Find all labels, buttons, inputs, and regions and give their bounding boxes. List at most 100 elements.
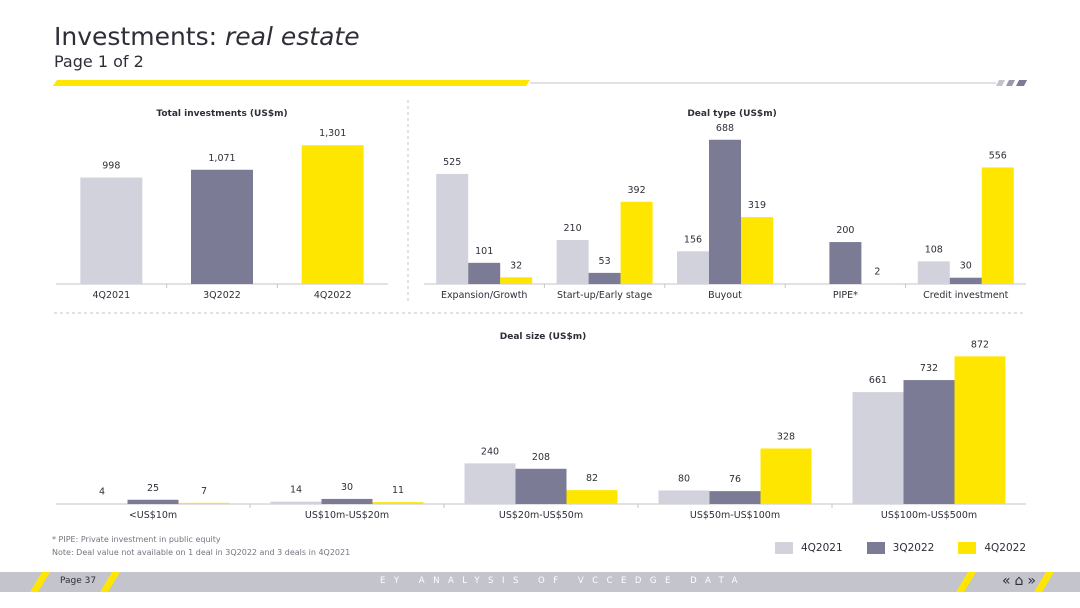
legend-label: 4Q2022	[984, 542, 1026, 554]
prev-page-icon[interactable]: «	[1001, 573, 1011, 589]
bar-4q2022	[500, 277, 533, 284]
bar-3q2022	[903, 380, 955, 504]
tick-label: Expansion/Growth	[441, 290, 528, 301]
title-emphasis: real estate	[225, 22, 360, 51]
legend-label: 3Q2022	[892, 542, 935, 554]
data-label: 392	[628, 185, 646, 196]
data-label: 14	[290, 485, 302, 496]
bar-3q2022	[949, 277, 982, 284]
footer-slash-left-1	[30, 572, 50, 592]
header-rule	[53, 80, 1027, 86]
legend-item-4q2021: 4Q2021	[774, 542, 843, 554]
data-label: 2	[874, 266, 880, 277]
bar-4q2022	[760, 448, 812, 504]
chart-total-investments: Total investments (US$m) 998 4Q2021 1,071 3…	[56, 109, 388, 301]
tick-label: Start-up/Early stage	[557, 290, 652, 301]
data-label: 156	[684, 234, 702, 245]
data-label: 108	[925, 244, 943, 255]
bar-3q2022	[515, 468, 567, 504]
data-label: 200	[836, 225, 854, 236]
tick-label: US$10m-US$20m	[305, 510, 389, 521]
tick-label: 3Q2022	[203, 290, 241, 301]
header-accent-bar	[53, 80, 530, 86]
bar-3q2022	[709, 139, 741, 284]
tick-label: PIPE*	[833, 290, 858, 301]
bar-4q2021	[677, 251, 709, 284]
footer-slash-right-1	[956, 572, 976, 592]
data-label: 30	[960, 261, 972, 272]
tick-label: 4Q2021	[92, 290, 130, 301]
tick-label: US$50m-US$100m	[690, 510, 780, 521]
data-label: 1,301	[319, 128, 346, 139]
bar-3q2022	[829, 242, 862, 284]
bar-4q2021	[80, 177, 143, 284]
chart-total-title: Total investments (US$m)	[156, 109, 287, 119]
page-number: Page 37	[60, 576, 97, 586]
bar-4q2021	[917, 261, 950, 284]
data-label: 7	[201, 486, 207, 497]
data-label: 872	[971, 339, 989, 350]
legend-label: 4Q2021	[800, 542, 843, 554]
legend-swatch	[958, 542, 977, 554]
data-label: 76	[729, 474, 741, 485]
data-label: 1,071	[208, 153, 235, 164]
next-page-icon[interactable]: »	[1027, 573, 1036, 589]
data-label: 82	[586, 473, 598, 484]
data-label: 53	[599, 256, 611, 267]
bar-4q2022	[620, 201, 653, 284]
home-icon[interactable]: ⌂	[1014, 573, 1024, 589]
footer-bar: Page 37 EY ANALYSIS OF VCCEDGE DATA « ⌂ …	[0, 572, 1080, 592]
bar-4q2021	[436, 173, 469, 284]
tick-label: Buyout	[708, 290, 742, 301]
footer-slash-left-2	[100, 572, 120, 592]
header-slash-3	[1016, 80, 1027, 86]
data-label: 30	[341, 482, 353, 493]
chart-deal-size: Deal size (US$m) 4 25 7 <US$10m 14 30 11 US$10m…	[56, 332, 1026, 521]
data-label: 328	[777, 431, 795, 442]
data-label: 11	[392, 485, 404, 496]
bar-4q2021	[464, 463, 516, 504]
bar-4q2021	[270, 501, 322, 504]
bar-3q2022	[709, 491, 761, 504]
title-main: Investments:	[54, 22, 225, 51]
data-label: 661	[869, 375, 887, 386]
bar-4q2022	[566, 490, 618, 504]
data-label: 32	[510, 260, 522, 271]
footnote-pipe: * PIPE: Private investment in public equ…	[52, 535, 221, 544]
data-label: 998	[102, 161, 120, 172]
footnote-note: Note: Deal value not available on 1 deal…	[52, 548, 351, 557]
tick-label: Credit investment	[923, 290, 1009, 301]
bar-4q2022	[372, 502, 424, 504]
legend-swatch	[866, 542, 885, 554]
bar-4q2022	[301, 145, 364, 284]
bar-4q2022	[741, 217, 773, 284]
tick-label: US$100m-US$500m	[881, 510, 977, 521]
data-label: 240	[481, 446, 499, 457]
data-label: 80	[678, 473, 690, 484]
bar-3q2022	[321, 498, 373, 504]
data-label: 101	[475, 246, 493, 257]
data-label: 525	[443, 157, 461, 168]
legend-item-3q2022: 3Q2022	[866, 542, 935, 554]
data-label: 688	[716, 123, 734, 134]
data-label: 556	[989, 150, 1007, 161]
footer-slash-right-2	[1034, 572, 1054, 592]
bar-4q2021	[658, 490, 710, 504]
chart-legend: 4Q2021 3Q2022 4Q2022	[761, 542, 1026, 554]
bar-3q2022	[468, 262, 501, 284]
bar-4q2022	[861, 283, 894, 284]
tick-label: 4Q2022	[314, 290, 352, 301]
data-label: 732	[920, 363, 938, 374]
footer-tagline: EY ANALYSIS OF VCCEDGE DATA	[380, 576, 746, 586]
bar-4q2022	[981, 167, 1014, 284]
data-label: 208	[532, 452, 550, 463]
page-title: Investments: real estate	[54, 22, 360, 51]
tick-label: US$20m-US$50m	[499, 510, 583, 521]
legend-swatch	[774, 542, 793, 554]
bar-4q2021	[76, 503, 128, 504]
data-label: 210	[564, 223, 582, 234]
bar-3q2022	[127, 499, 179, 504]
page-subtitle: Page 1 of 2	[54, 52, 144, 71]
header-slash-2	[1006, 80, 1015, 86]
